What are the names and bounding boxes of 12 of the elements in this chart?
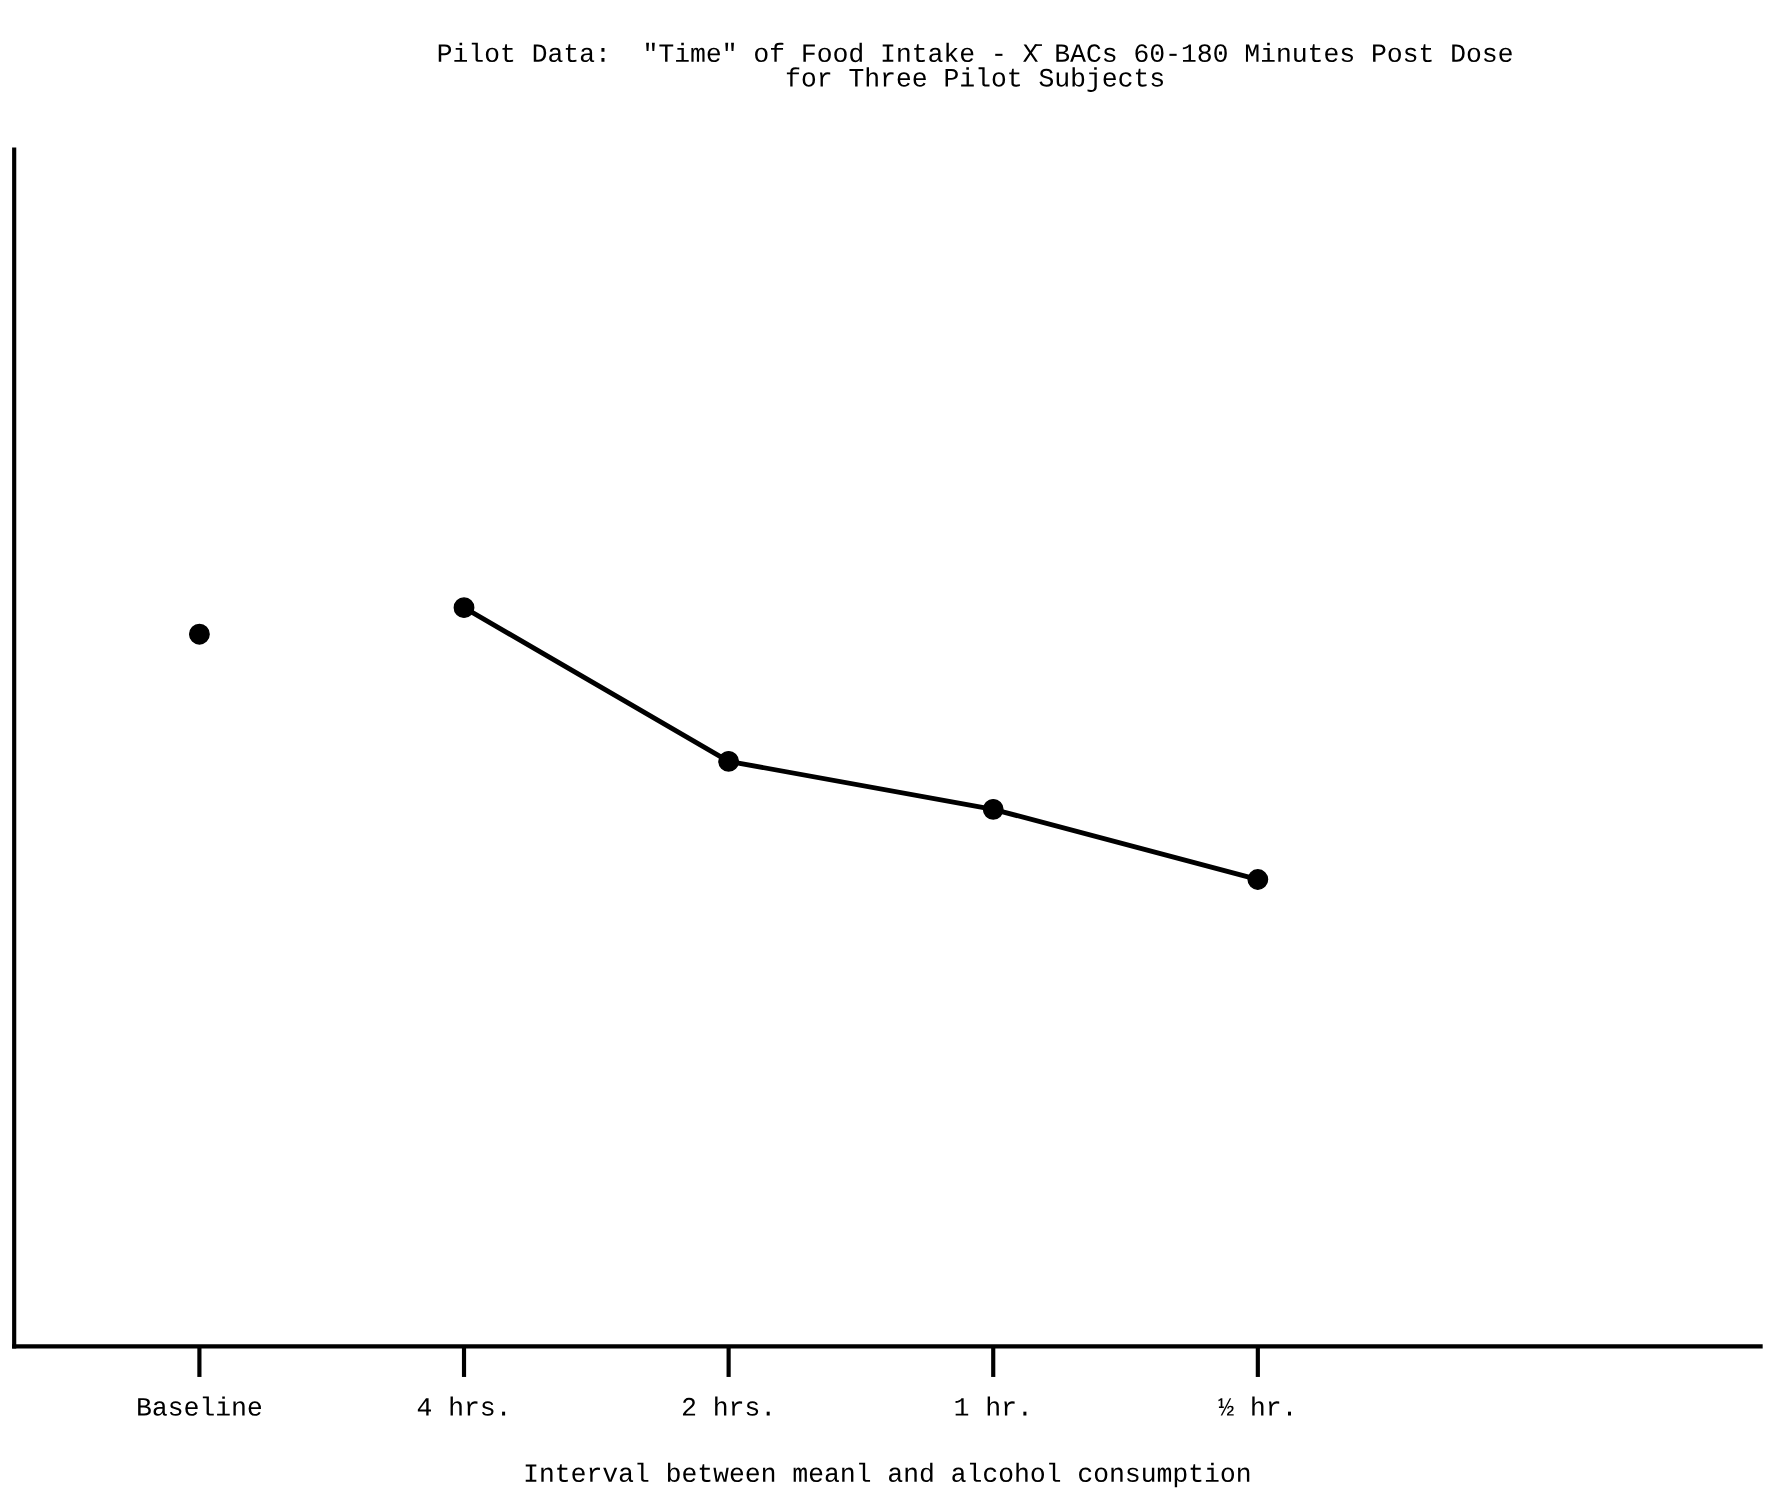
- x-tick-label: Baseline: [138, 1396, 262, 1416]
- x-tick-label: 2 hrs.: [682, 1396, 770, 1416]
- x-tick-label: 1 hr.: [955, 1396, 1027, 1416]
- point: [718, 750, 740, 772]
- x-axis-title: Interval between meanl and alcohol consumption: [525, 1462, 1250, 1488]
- point: [453, 597, 475, 619]
- point: [982, 798, 1004, 820]
- point: [1247, 869, 1269, 890]
- point: [188, 623, 210, 645]
- x-tick-label: ½ hr.: [1218, 1396, 1291, 1416]
- chart-title: Pilot Data: "Time" of Food Intake - X̄ BACs 60-180 Minutes Post Dose for Three Pilot Subjects: [438, 42, 1512, 92]
- x-tick-label: 4 hrs.: [417, 1396, 506, 1416]
